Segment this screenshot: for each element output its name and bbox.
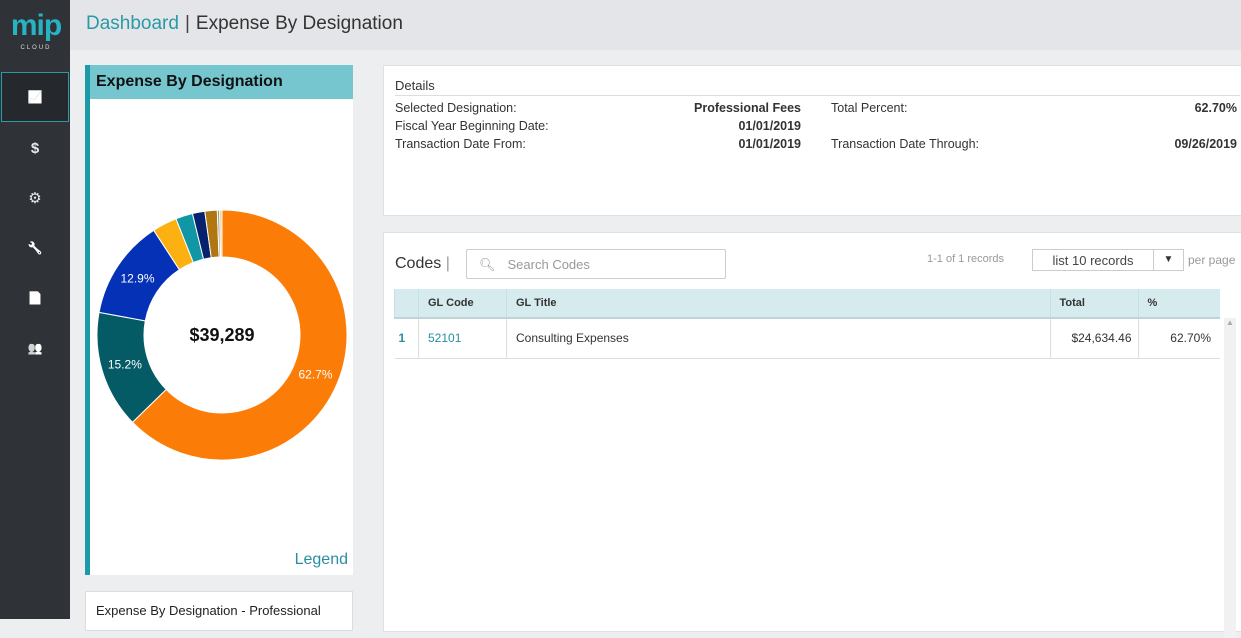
column-header-total[interactable]: Total (1049, 289, 1138, 319)
chart-card: Expense By Designation 62.7% 15.2% 12.9% $3… (85, 65, 353, 575)
details-panel: Details Selected Designation: Professiona… (383, 65, 1241, 216)
gl-code-link[interactable]: 52101 (418, 318, 507, 359)
details-row: Transaction Date From: 01/01/2019 Transact… (395, 137, 1241, 155)
nav-reports[interactable]: 📄 (1, 273, 69, 323)
detail-label: Total Percent: (831, 101, 908, 115)
sub-card: Expense By Designation - Professional (85, 591, 353, 631)
detail-label: Fiscal Year Beginning Date: (395, 119, 549, 133)
column-header-index (394, 289, 419, 319)
nav-dashboard[interactable]: 📈 (1, 72, 69, 122)
nav-tools[interactable]: 🔧 (1, 223, 69, 273)
codes-table: GL Code GL Title Total % 1 52101 Consult… (394, 289, 1220, 359)
detail-value (1021, 119, 1237, 137)
detail-value: Professional Fees (694, 101, 801, 115)
gears-icon: ⚙ (28, 190, 42, 207)
sidebar: mip CLOUD 📈 $ ⚙ 🔧 📄 👥 (0, 0, 70, 619)
row-index: 1 (394, 318, 419, 359)
detail-label: Selected Designation: (395, 101, 517, 115)
page-size-select[interactable]: list 10 records ▼ (1032, 249, 1184, 271)
legend-link[interactable]: Legend (294, 551, 348, 568)
column-header-percent[interactable]: % (1137, 289, 1220, 319)
breadcrumb-dashboard[interactable]: Dashboard (86, 13, 179, 34)
details-row: Fiscal Year Beginning Date: 01/01/2019 (395, 119, 1241, 137)
detail-value: 09/26/2019 (1174, 137, 1237, 151)
users-icon: 👥 (27, 341, 43, 355)
detail-label: Transaction Date Through: (831, 137, 979, 151)
row-percent: 62.70% (1137, 318, 1220, 359)
page-size-value: list 10 records (1052, 253, 1134, 268)
detail-value: 01/01/2019 (738, 119, 801, 133)
logo-text: mip (10, 9, 62, 42)
search-placeholder: Search Codes (507, 257, 590, 272)
table-row[interactable]: 1 52101 Consulting Expenses $24,634.46 6… (394, 318, 1220, 359)
table-scrollbar[interactable]: ▲ (1224, 318, 1236, 638)
chevron-down-icon[interactable]: ▼ (1153, 250, 1183, 270)
dollar-icon: $ (30, 139, 40, 157)
chart-card-title: Expense By Designation (90, 65, 353, 99)
sub-card-title: Expense By Designation - Professional (96, 603, 321, 618)
nav-settings[interactable]: ⚙ (1, 173, 69, 223)
search-codes-input[interactable]: 🔍︎ Search Codes (466, 249, 726, 279)
wrench-icon: 🔧 (27, 241, 43, 255)
record-count: 1-1 of 1 records (927, 253, 1005, 265)
detail-value: 01/01/2019 (738, 137, 801, 151)
gl-title: Consulting Expenses (506, 318, 1050, 359)
search-icon: 🔍︎ (479, 257, 496, 272)
donut-slice[interactable] (131, 209, 348, 461)
nav-finance[interactable]: $ (1, 123, 69, 173)
nav-users[interactable]: 👥 (1, 323, 69, 373)
column-header-gl-title[interactable]: GL Title (506, 289, 1050, 319)
slice-label: 12.9% (121, 272, 155, 286)
detail-label (831, 119, 1021, 137)
codes-title-text: Codes (395, 255, 442, 272)
slice-label: 15.2% (108, 358, 142, 372)
document-icon: 📄 (27, 291, 43, 305)
details-heading: Details (395, 78, 1240, 96)
page-title: Expense By Designation (195, 13, 403, 34)
codes-title: Codes | (395, 255, 450, 273)
detail-value: 62.70% (1194, 101, 1237, 115)
donut-center-total: $39,289 (189, 325, 254, 345)
per-page-label: per page (1188, 253, 1236, 267)
mip-cloud-logo[interactable]: mip CLOUD (8, 10, 64, 58)
codes-panel: Codes | 🔍︎ Search Codes 1-1 of 1 records … (383, 232, 1241, 638)
page-header: Dashboard | Expense By Designation (70, 0, 1241, 50)
row-total: $24,634.46 (1049, 318, 1138, 359)
column-header-gl-code[interactable]: GL Code (418, 289, 507, 319)
logo-subtext: CLOUD (20, 45, 52, 51)
detail-label: Transaction Date From: (395, 137, 526, 151)
codes-title-divider: | (445, 255, 450, 272)
line-chart-icon: 📈 (27, 90, 43, 104)
details-row: Selected Designation: Professional Fees To… (395, 101, 1241, 119)
donut-slice[interactable] (219, 209, 223, 258)
slice-label: 62.7% (299, 367, 333, 381)
donut-chart: 62.7% 15.2% 12.9% $39,289 (96, 209, 348, 461)
breadcrumb-separator: | (184, 13, 190, 34)
